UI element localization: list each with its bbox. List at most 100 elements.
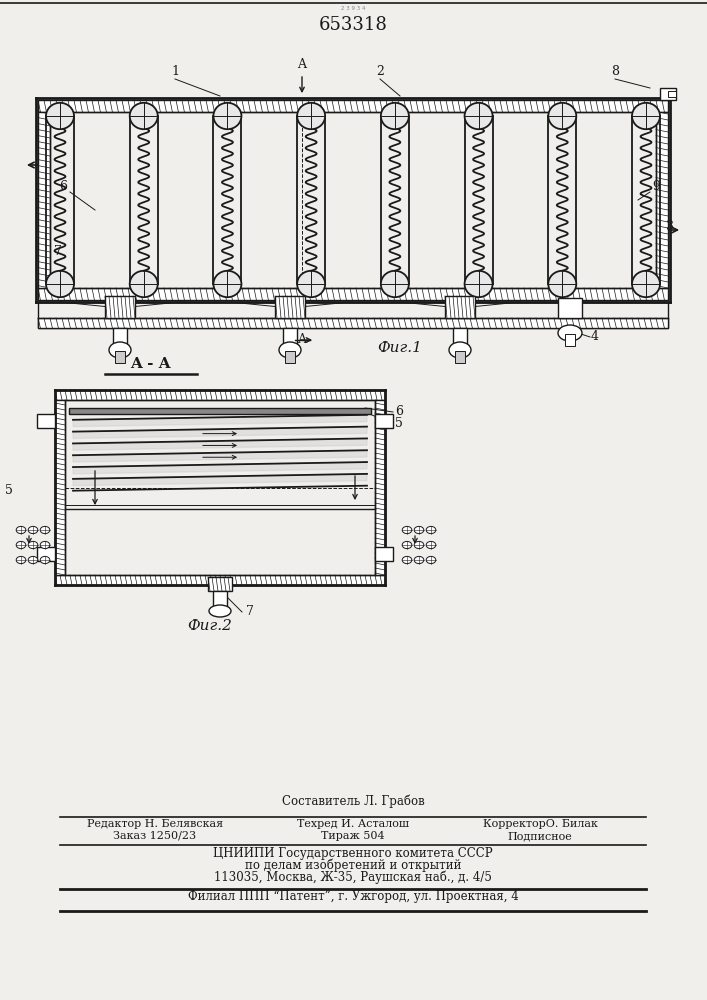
Ellipse shape bbox=[40, 556, 49, 564]
Bar bbox=[213, 591, 227, 609]
Ellipse shape bbox=[129, 103, 158, 129]
Bar bbox=[445, 296, 475, 318]
Bar bbox=[275, 296, 305, 318]
Text: A - A: A - A bbox=[129, 357, 170, 371]
Ellipse shape bbox=[414, 541, 423, 549]
Ellipse shape bbox=[28, 556, 37, 564]
Bar bbox=[115, 351, 125, 363]
Ellipse shape bbox=[558, 325, 582, 341]
Text: 7: 7 bbox=[54, 245, 62, 258]
Text: Составитель Л. Грабов: Составитель Л. Грабов bbox=[281, 794, 424, 808]
Text: 4: 4 bbox=[591, 330, 599, 343]
Text: 8: 8 bbox=[611, 65, 619, 78]
Text: 1: 1 bbox=[171, 65, 179, 78]
Ellipse shape bbox=[632, 271, 660, 297]
Bar bbox=[38, 302, 668, 328]
Ellipse shape bbox=[381, 271, 409, 297]
Ellipse shape bbox=[426, 526, 436, 534]
Ellipse shape bbox=[426, 556, 436, 564]
Ellipse shape bbox=[214, 103, 241, 129]
Ellipse shape bbox=[40, 541, 49, 549]
Polygon shape bbox=[73, 462, 367, 474]
Bar bbox=[668, 91, 676, 97]
Ellipse shape bbox=[28, 541, 37, 549]
Text: по делам изобретений и открытий: по делам изобретений и открытий bbox=[245, 858, 461, 872]
Text: 5: 5 bbox=[5, 484, 13, 496]
Bar bbox=[38, 318, 668, 328]
Bar bbox=[113, 328, 127, 346]
Text: 2: 2 bbox=[376, 65, 384, 78]
Bar bbox=[38, 100, 668, 112]
Bar bbox=[453, 328, 467, 346]
Text: A: A bbox=[298, 58, 307, 71]
Text: Заказ 1250/23: Заказ 1250/23 bbox=[113, 831, 197, 841]
Ellipse shape bbox=[632, 103, 660, 129]
Ellipse shape bbox=[129, 271, 158, 297]
Bar bbox=[208, 577, 232, 591]
Bar bbox=[375, 400, 385, 575]
Bar bbox=[55, 400, 65, 575]
Ellipse shape bbox=[414, 526, 423, 534]
Text: 5: 5 bbox=[395, 417, 403, 430]
Ellipse shape bbox=[402, 556, 411, 564]
Ellipse shape bbox=[214, 271, 241, 297]
Polygon shape bbox=[73, 438, 367, 450]
Text: A: A bbox=[298, 333, 307, 346]
Ellipse shape bbox=[549, 271, 576, 297]
Bar bbox=[37, 414, 55, 428]
Polygon shape bbox=[73, 415, 367, 427]
Ellipse shape bbox=[109, 342, 131, 358]
Text: 2 3 9 3 4: 2 3 9 3 4 bbox=[341, 5, 366, 10]
Bar bbox=[375, 547, 393, 561]
Bar bbox=[656, 112, 668, 288]
Bar bbox=[37, 547, 55, 561]
Ellipse shape bbox=[464, 271, 493, 297]
Ellipse shape bbox=[449, 342, 471, 358]
Bar bbox=[660, 88, 676, 100]
Ellipse shape bbox=[464, 103, 493, 129]
Text: Подписное: Подписное bbox=[508, 831, 573, 841]
Ellipse shape bbox=[46, 271, 74, 297]
Text: 653318: 653318 bbox=[319, 16, 387, 34]
Text: Фиг.2: Фиг.2 bbox=[187, 619, 233, 633]
Ellipse shape bbox=[28, 526, 37, 534]
Bar bbox=[69, 408, 371, 414]
Text: КорректорО. Билак: КорректорО. Билак bbox=[483, 819, 597, 829]
Text: 7: 7 bbox=[246, 605, 254, 618]
Bar bbox=[565, 334, 575, 346]
Polygon shape bbox=[73, 450, 367, 462]
Polygon shape bbox=[73, 427, 367, 438]
Text: 3: 3 bbox=[666, 220, 674, 233]
Text: 6: 6 bbox=[395, 405, 403, 418]
Bar bbox=[558, 298, 582, 318]
Text: Редактор Н. Белявская: Редактор Н. Белявская bbox=[87, 819, 223, 829]
Bar bbox=[283, 328, 297, 346]
Ellipse shape bbox=[16, 526, 25, 534]
Ellipse shape bbox=[414, 556, 423, 564]
Text: 6: 6 bbox=[59, 180, 67, 193]
Ellipse shape bbox=[402, 541, 411, 549]
Ellipse shape bbox=[279, 342, 301, 358]
Text: ЦНИИПИ Государственного комитета СССР: ЦНИИПИ Государственного комитета СССР bbox=[214, 847, 493, 860]
Polygon shape bbox=[73, 474, 367, 486]
Bar bbox=[55, 390, 385, 400]
Ellipse shape bbox=[46, 103, 74, 129]
Ellipse shape bbox=[426, 541, 436, 549]
Bar bbox=[105, 296, 135, 318]
Ellipse shape bbox=[40, 526, 49, 534]
Bar bbox=[55, 575, 385, 585]
Text: Филиал ППП “Патент”, г. Ужгород, ул. Проектная, 4: Филиал ППП “Патент”, г. Ужгород, ул. Про… bbox=[187, 890, 518, 903]
Text: 9: 9 bbox=[652, 180, 660, 193]
Ellipse shape bbox=[381, 103, 409, 129]
Text: 113035, Москва, Ж-35, Раушская наб., д. 4/5: 113035, Москва, Ж-35, Раушская наб., д. … bbox=[214, 870, 492, 884]
Bar bbox=[38, 288, 668, 300]
Text: Тираж 504: Тираж 504 bbox=[321, 831, 385, 841]
Ellipse shape bbox=[297, 271, 325, 297]
Ellipse shape bbox=[16, 556, 25, 564]
Bar bbox=[285, 351, 295, 363]
Text: Фиг.1: Фиг.1 bbox=[378, 341, 423, 355]
Ellipse shape bbox=[549, 103, 576, 129]
Ellipse shape bbox=[16, 541, 25, 549]
Bar bbox=[375, 414, 393, 428]
Text: Техред И. Асталош: Техред И. Асталош bbox=[297, 819, 409, 829]
